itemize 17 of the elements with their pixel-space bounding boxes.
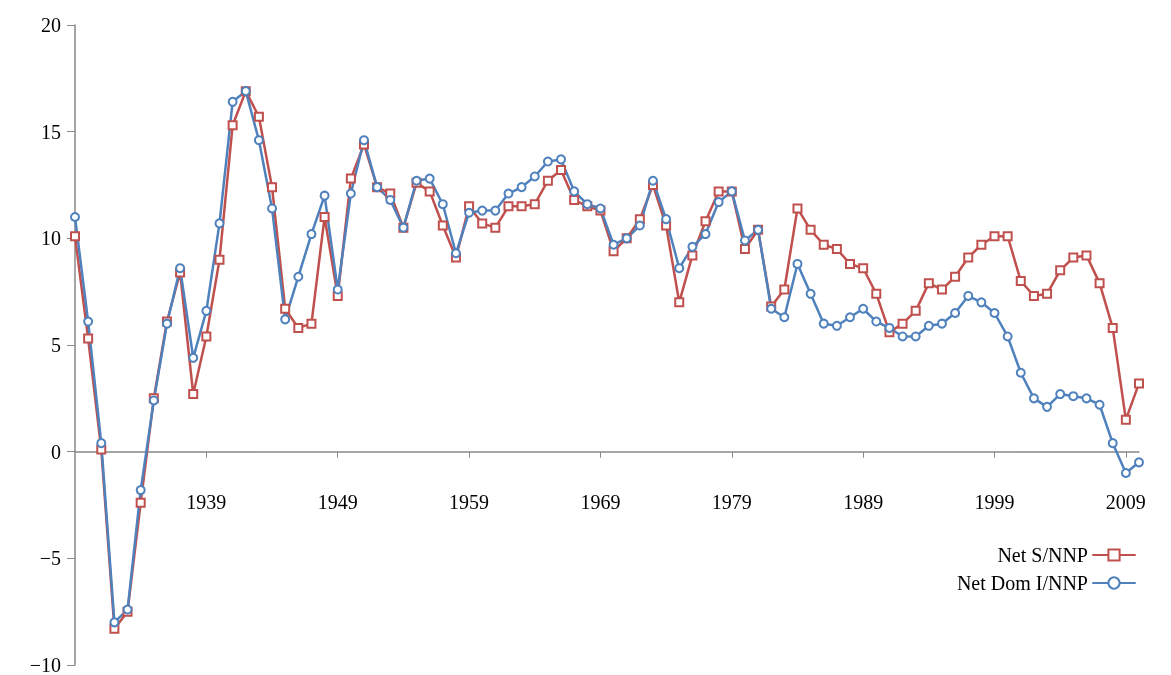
y-tick-label: −10 (29, 654, 61, 675)
y-tick-label: 10 (41, 227, 61, 250)
x-tick-label: 1999 (974, 491, 1015, 514)
legend-label: Net Dom I/NNP (956, 572, 1088, 594)
x-tick-label: 1969 (580, 491, 621, 514)
y-tick-label: 5 (51, 334, 61, 356)
x-tick-label: 1989 (843, 491, 884, 514)
x-tick-label: 1979 (711, 491, 752, 514)
y-tick-label: 0 (51, 440, 61, 463)
y-tick-label: 20 (41, 14, 61, 36)
x-tick-label: 1939 (186, 491, 227, 514)
x-tick-label: 1959 (449, 491, 490, 514)
x-tick-label: 1949 (317, 491, 358, 514)
x-tick-label: 2009 (1105, 491, 1146, 514)
legend-label: Net S/NNP (997, 544, 1088, 566)
y-tick-label: −5 (39, 547, 61, 570)
y-tick-label: 15 (41, 120, 61, 143)
